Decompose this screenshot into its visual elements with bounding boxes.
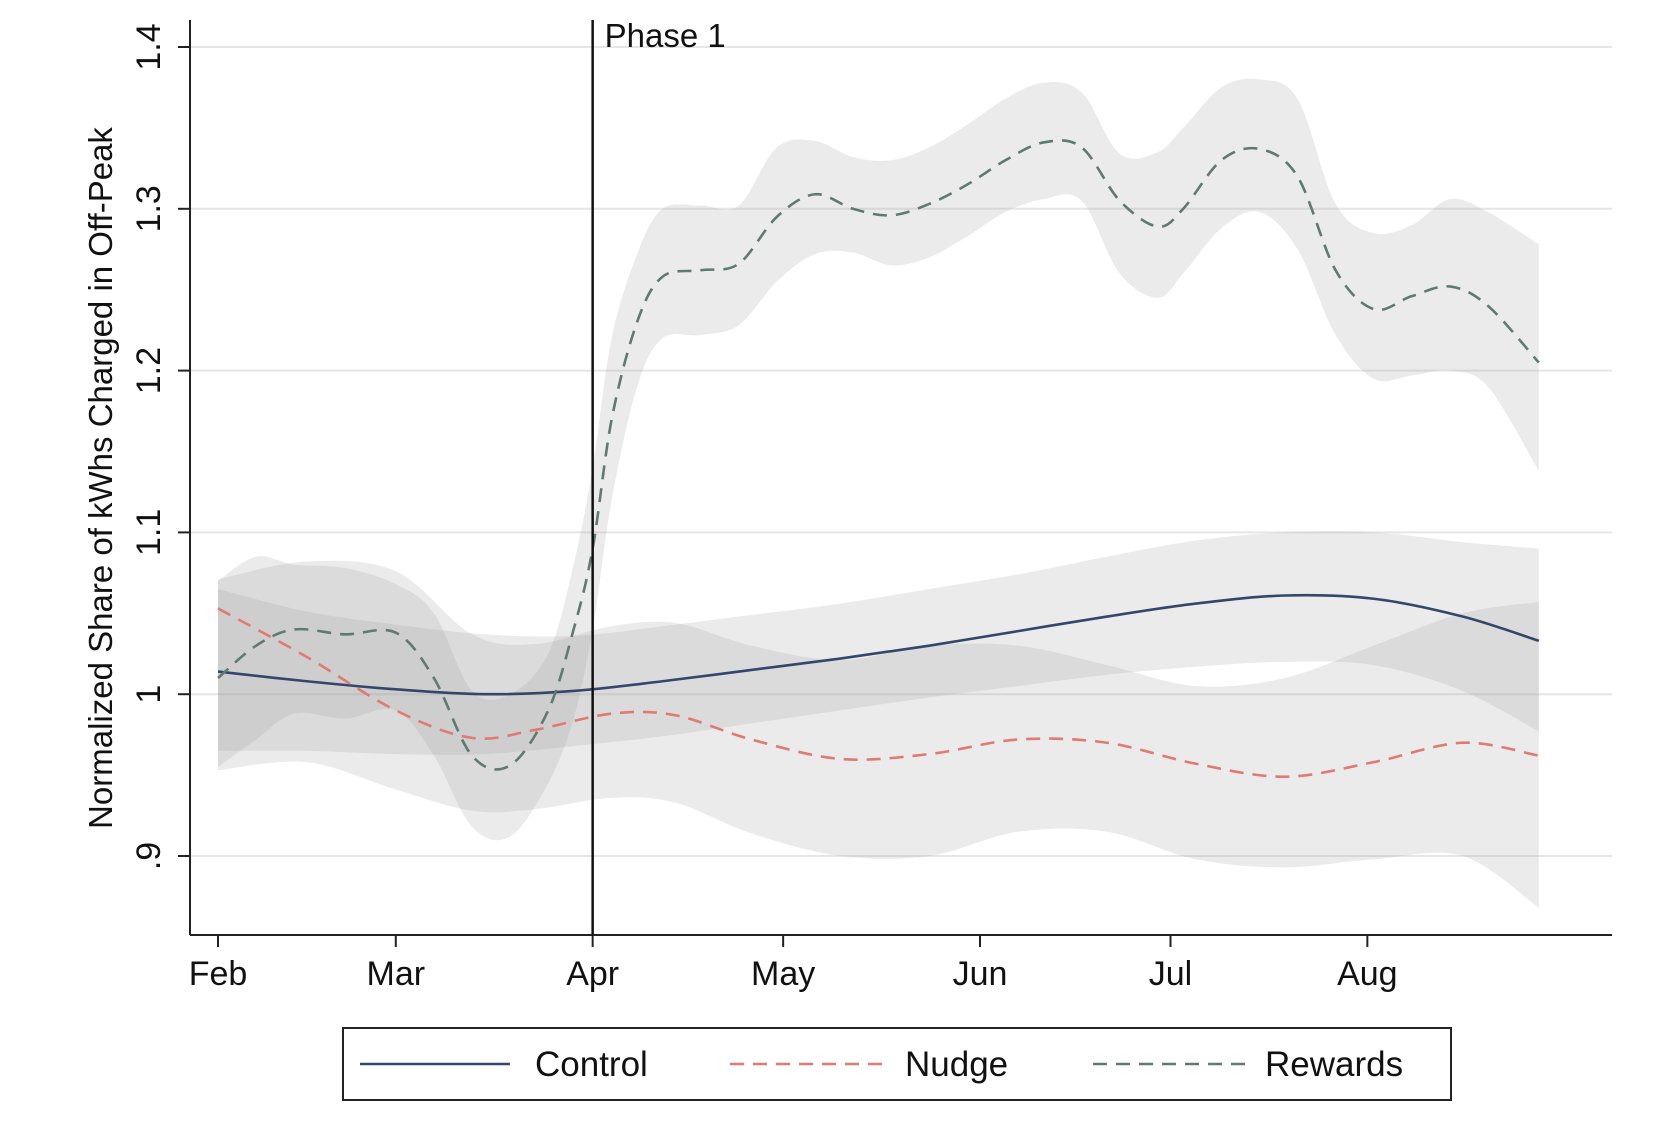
series-line-rewards xyxy=(217,139,1540,771)
ci-band-nudge xyxy=(218,560,1539,908)
x-tick-label: May xyxy=(751,955,815,993)
legend: Control Nudge Rewards xyxy=(342,1027,1452,1101)
x-tick-label: Mar xyxy=(367,955,426,993)
annotation: Phase 1 xyxy=(591,17,726,935)
phase-1-label: Phase 1 xyxy=(605,17,726,54)
y-tick-label: 1 xyxy=(130,685,168,704)
series-lines xyxy=(217,139,1540,779)
legend-box xyxy=(342,1027,1452,1101)
confidence-bands xyxy=(218,78,1539,908)
ci-band-control xyxy=(218,531,1539,755)
legend-label-rewards: Rewards xyxy=(1265,1045,1403,1084)
x-tick-label: Jun xyxy=(953,955,1008,993)
ci-band-rewards xyxy=(218,78,1539,841)
x-tick-label: Apr xyxy=(566,955,619,993)
legend-label-control: Control xyxy=(535,1045,648,1084)
y-tick-label: 1.2 xyxy=(130,347,168,394)
y-tick-label: 1.4 xyxy=(130,23,168,70)
axes: .9 1 1.1 1.2 1.3 1.4 Feb Mar Apr May Jun Jul Aug Norm… xyxy=(82,20,1612,993)
x-tick-label: Aug xyxy=(1337,955,1398,993)
series-line-control xyxy=(217,593,1540,696)
y-axis-title: Normalized Share of kWhs Charged in Off-… xyxy=(82,127,119,829)
legend-label-nudge: Nudge xyxy=(905,1045,1008,1084)
grid-lines xyxy=(190,46,1612,857)
series-line-nudge xyxy=(217,607,1540,779)
y-tick-label: 1.1 xyxy=(130,509,168,556)
y-tick-label: .9 xyxy=(130,842,168,870)
x-tick-label: Feb xyxy=(189,955,248,993)
x-tick-label: Jul xyxy=(1149,955,1192,993)
y-tick-label: 1.3 xyxy=(130,185,168,232)
